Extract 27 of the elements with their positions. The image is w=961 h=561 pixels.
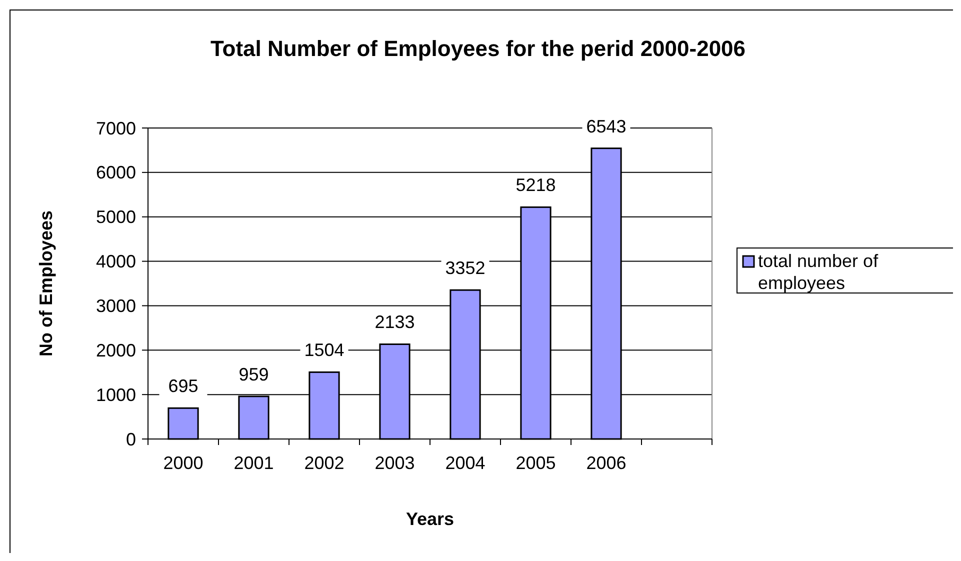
data-label: 695 — [168, 376, 198, 396]
y-tick-label: 2000 — [96, 340, 136, 360]
data-label: 2133 — [374, 312, 415, 332]
chart-title: Total Number of Employees for the perid 2000-2006 — [210, 36, 746, 61]
legend-label: total number of employees — [758, 251, 880, 293]
bar — [168, 407, 199, 440]
y-tick-label: 1000 — [96, 384, 136, 405]
y-tick-label: 3000 — [96, 296, 136, 316]
y-tick-label: 6000 — [96, 162, 136, 183]
x-tick-label: 2002 — [304, 453, 344, 473]
x-tick-label: 2000 — [163, 453, 204, 473]
x-axis-title: Years — [406, 509, 454, 529]
y-tick-label: 5000 — [96, 207, 136, 228]
y-axis-title: No of Employees — [36, 210, 56, 357]
x-tick-label: 2003 — [374, 453, 415, 473]
x-tick-label: 2005 — [516, 453, 556, 473]
y-tick-label: 0 — [126, 429, 136, 450]
data-label: 5218 — [516, 175, 556, 196]
y-tick-label: 7000 — [96, 118, 136, 138]
data-label: 6543 — [586, 116, 626, 136]
x-tick-label: 2004 — [445, 453, 486, 473]
y-tick-label: 4000 — [96, 252, 136, 272]
data-label: 959 — [238, 364, 269, 384]
x-tick-label: 2001 — [234, 453, 274, 473]
data-label: 1504 — [304, 340, 344, 360]
x-tick-label: 2006 — [586, 453, 626, 473]
data-label: 3352 — [445, 258, 486, 278]
